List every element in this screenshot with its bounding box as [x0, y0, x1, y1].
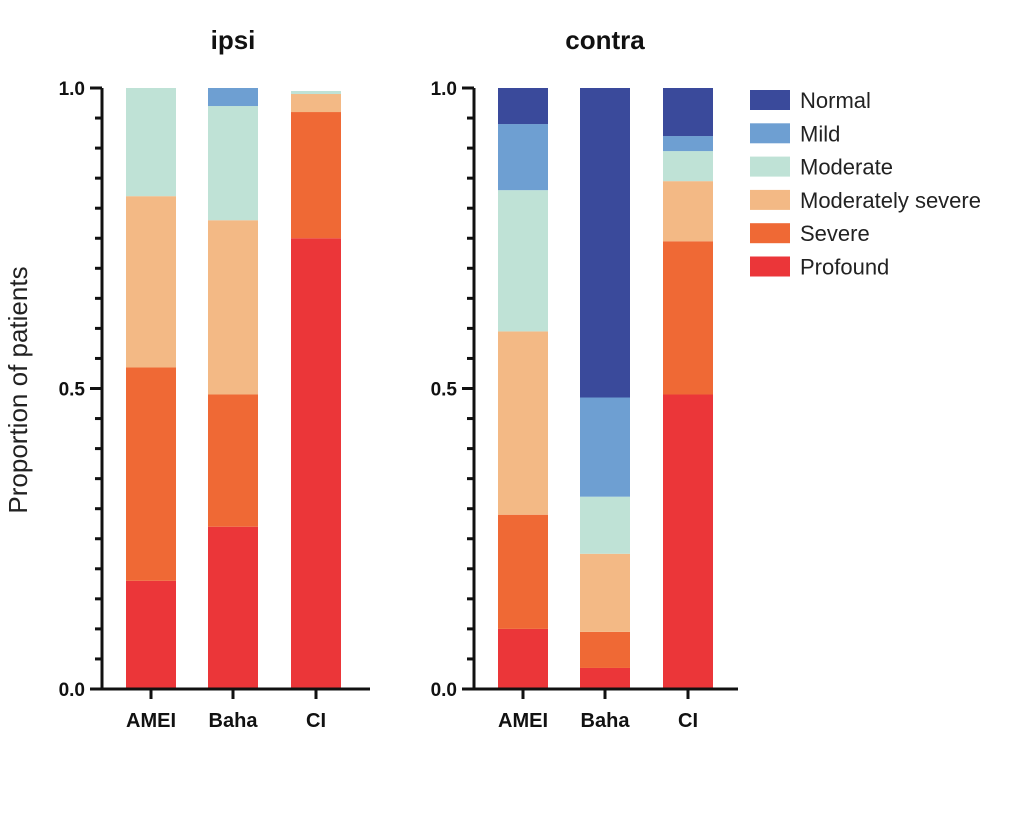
contra-y-tick-label: 0.5	[431, 380, 458, 401]
contra-bar-ci-moderate	[663, 151, 713, 182]
ipsi-x-tick-label-ci: CI	[306, 710, 326, 732]
legend-label-mild: Mild	[800, 121, 840, 146]
contra-bar-baha-normal	[580, 88, 630, 398]
contra-bar-amei-normal	[498, 88, 548, 125]
contra-bar-amei-severe	[498, 514, 548, 629]
legend-swatch-moderate	[750, 156, 790, 177]
contra-y-tick-label: 1.0	[431, 79, 457, 100]
contra-x-tick-label-baha: Baha	[581, 710, 631, 732]
ipsi-bar-baha-moderate	[208, 106, 258, 221]
y-axis-title: Proportion of patients	[3, 266, 33, 513]
contra-bar-amei-moderate	[498, 190, 548, 332]
contra-bar-baha-moderately-severe	[580, 553, 630, 632]
contra-y-tick-label: 0.0	[431, 680, 457, 701]
ipsi-bar-ci-moderate	[291, 91, 341, 95]
contra-bar-ci-mild	[663, 136, 713, 152]
contra-bar-ci-profound	[663, 394, 713, 689]
contra-bar-amei-mild	[498, 124, 548, 191]
ipsi-bar-baha-mild	[208, 88, 258, 107]
contra-bar-baha-profound	[580, 667, 630, 689]
contra-bar-baha-mild	[580, 397, 630, 497]
contra-bar-baha-moderate	[580, 496, 630, 554]
legend: Normal Mild Moderate Moderately severe Sever…	[750, 88, 981, 280]
ipsi-bar-ci-moderately-severe	[291, 94, 341, 113]
legend-label-normal: Normal	[800, 88, 871, 113]
ipsi-y-tick-label: 1.0	[59, 79, 85, 100]
contra-panel-title: contra	[565, 25, 645, 55]
ipsi-y-tick-label: 0.0	[59, 680, 85, 701]
contra-bar-ci-normal	[663, 88, 713, 137]
legend-swatch-profound	[750, 256, 790, 277]
legend-swatch-moderately-severe	[750, 189, 790, 210]
ipsi-bar-ci-severe	[291, 112, 341, 239]
ipsi-panel: ipsi 0.0 0.5 1.0 AMEI Baha CI	[59, 25, 370, 732]
contra-x-tick-label-ci: CI	[678, 710, 698, 732]
legend-swatch-normal	[750, 90, 790, 110]
ipsi-bar-baha-moderately-severe	[208, 220, 258, 395]
contra-bar-ci-severe	[663, 241, 713, 395]
ipsi-y-tick-label: 0.5	[59, 380, 86, 401]
legend-label-severe: Severe	[800, 221, 870, 246]
contra-bar-baha-severe	[580, 631, 630, 668]
ipsi-bar-baha-profound	[208, 526, 258, 689]
legend-label-profound: Profound	[800, 255, 889, 280]
contra-bar-ci-moderately-severe	[663, 181, 713, 242]
ipsi-bar-amei-moderate	[126, 88, 176, 197]
contra-panel: contra 0.0 0.5 1.0 AMEI Baha CI	[431, 25, 738, 732]
ipsi-bar-amei-profound	[126, 580, 176, 689]
legend-swatch-severe	[750, 223, 790, 244]
ipsi-bar-amei-moderately-severe	[126, 196, 176, 368]
contra-bar-amei-profound	[498, 628, 548, 689]
legend-label-moderate: Moderate	[800, 155, 893, 180]
legend-label-moderately-severe: Moderately severe	[800, 188, 981, 213]
ipsi-x-tick-label-amei: AMEI	[126, 710, 176, 732]
ipsi-bar-amei-severe	[126, 367, 176, 581]
ipsi-bar-baha-severe	[208, 394, 258, 527]
ipsi-x-tick-label-baha: Baha	[209, 710, 259, 732]
contra-x-tick-label-amei: AMEI	[498, 710, 548, 732]
ipsi-panel-title: ipsi	[211, 25, 256, 55]
contra-bar-amei-moderately-severe	[498, 331, 548, 515]
legend-swatch-mild	[750, 123, 790, 144]
ipsi-bar-ci-profound	[291, 238, 341, 689]
